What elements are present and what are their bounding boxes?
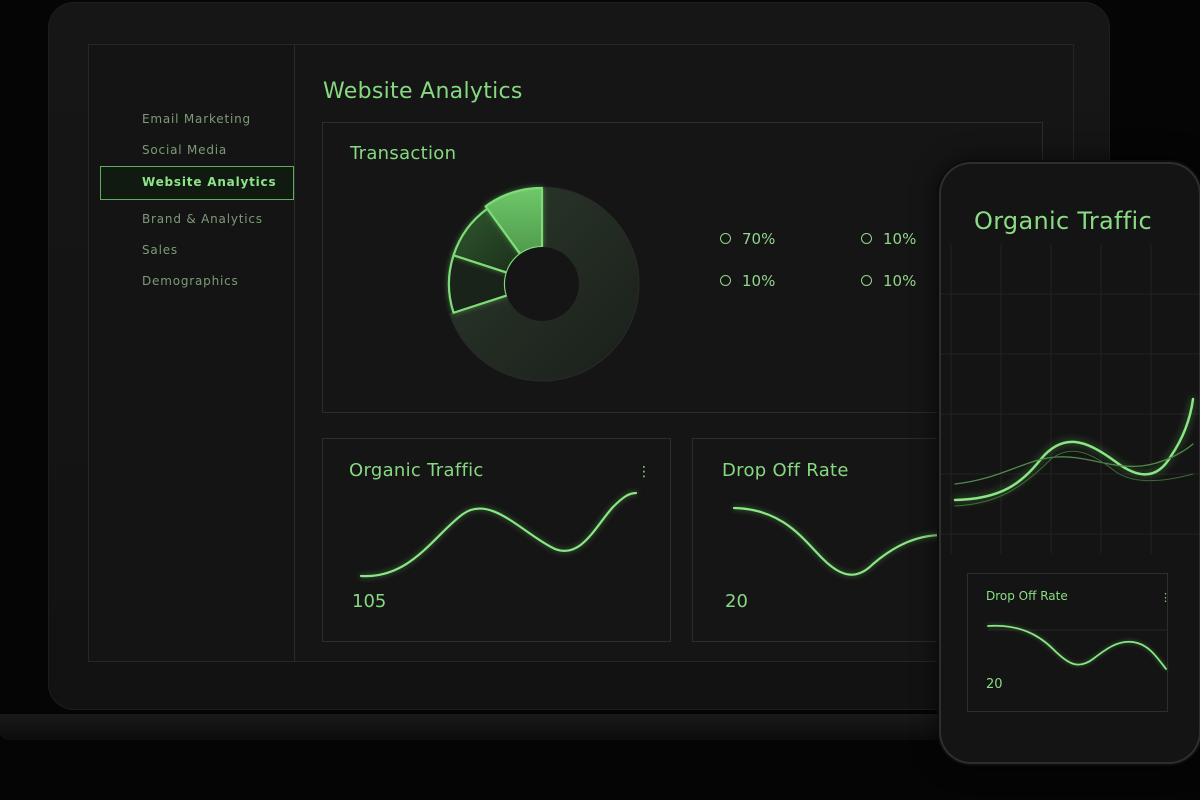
kebab-icon[interactable]: ⋮ — [637, 464, 651, 480]
organic-traffic-title: Organic Traffic — [349, 460, 484, 481]
phone-organic-traffic-chart — [953, 397, 1195, 507]
transaction-card: Transaction 70% 10% 10% — [322, 122, 1043, 413]
legend-item: 10% — [861, 230, 916, 248]
legend-dot-icon — [861, 233, 872, 244]
kebab-icon[interactable]: ⋮ — [1160, 591, 1171, 604]
drop-off-rate-value: 20 — [725, 591, 748, 612]
legend-label: 10% — [883, 230, 917, 248]
sidebar-item-demographics[interactable]: Demographics — [142, 274, 239, 288]
dashboard-screen: Email Marketing Social Media Website Ana… — [88, 44, 1074, 662]
legend-dot-icon — [720, 233, 731, 244]
sidebar-item-sales[interactable]: Sales — [142, 243, 178, 257]
phone-drop-off-value: 20 — [986, 677, 1003, 692]
phone-drop-off-card: Drop Off Rate ⋮ 20 — [967, 573, 1171, 712]
transaction-title: Transaction — [350, 143, 457, 164]
legend-label: 10% — [883, 272, 917, 290]
transaction-donut-chart — [447, 186, 640, 382]
organic-traffic-sparkline — [359, 491, 638, 578]
organic-traffic-value: 105 — [352, 591, 387, 612]
legend-item: 10% — [720, 272, 775, 290]
legend-label: 10% — [742, 272, 776, 290]
sidebar-item-social-media[interactable]: Social Media — [142, 143, 228, 157]
legend-item: 70% — [720, 230, 775, 248]
phone-drop-off-title: Drop Off Rate — [986, 589, 1068, 603]
phone-grid — [941, 244, 1199, 554]
sidebar-item-website-analytics[interactable]: Website Analytics — [100, 166, 294, 200]
phone-organic-traffic-title: Organic Traffic — [974, 207, 1152, 235]
legend-label: 70% — [742, 230, 776, 248]
donut-hole — [505, 247, 579, 321]
drop-off-rate-title: Drop Off Rate — [722, 460, 849, 481]
sidebar-item-brand-analytics[interactable]: Brand & Analytics — [142, 212, 263, 226]
page-title: Website Analytics — [323, 79, 523, 104]
legend-dot-icon — [861, 275, 872, 286]
legend-dot-icon — [720, 275, 731, 286]
phone-drop-off-sparkline — [987, 624, 1168, 670]
sidebar-item-email-marketing[interactable]: Email Marketing — [142, 112, 251, 126]
phone-frame: Organic Traffic Drop Off Rate ⋮ 20 — [941, 164, 1199, 762]
drop-off-rate-sparkline — [732, 506, 945, 576]
sidebar: Email Marketing Social Media Website Ana… — [89, 45, 295, 661]
organic-traffic-card: Organic Traffic ⋮ 105 — [322, 438, 671, 642]
legend-item: 10% — [861, 272, 916, 290]
